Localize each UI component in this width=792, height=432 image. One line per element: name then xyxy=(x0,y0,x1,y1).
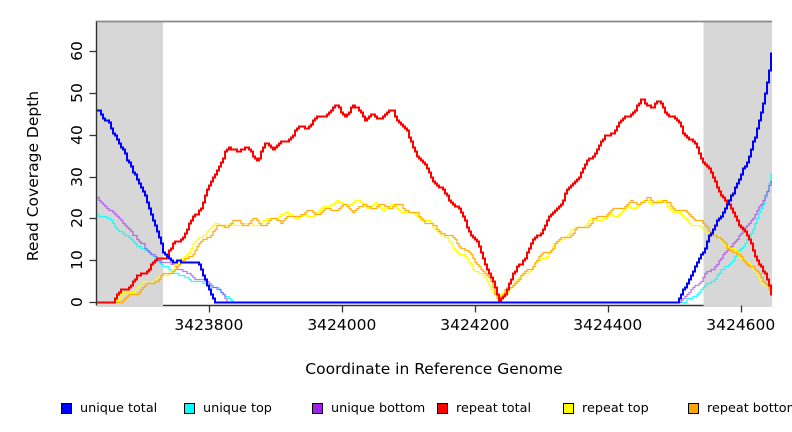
legend-label: unique total xyxy=(80,400,158,416)
y-tick-label: 0 xyxy=(68,297,86,307)
legend-label: repeat total xyxy=(456,400,532,416)
y-axis-title: Read Coverage Depth xyxy=(24,90,42,262)
series-line-repeat-bottom xyxy=(97,196,772,304)
legend-item-unique-total: unique total xyxy=(61,399,157,417)
x-tick-label: 3424600 xyxy=(706,316,776,334)
y-tick-label: 20 xyxy=(68,208,86,229)
x-tick-label: 3424200 xyxy=(440,316,510,334)
y-tick-label: 10 xyxy=(68,250,86,271)
x-tick-label: 3424400 xyxy=(573,316,643,334)
x-tick-label: 3424000 xyxy=(307,316,377,334)
legend-item-repeat-top: repeat top xyxy=(563,399,649,417)
y-tick-label: 40 xyxy=(68,124,86,145)
legend-item-repeat-total: repeat total xyxy=(437,399,531,417)
legend-swatch-repeat-top xyxy=(563,402,574,414)
legend-swatch-unique-top xyxy=(184,402,195,414)
y-tick-label: 30 xyxy=(68,166,86,187)
y-tick-label: 60 xyxy=(68,41,86,61)
series-line-repeat-total xyxy=(97,98,772,304)
series-line-unique-bottom xyxy=(97,180,772,304)
y-tick-label: 50 xyxy=(68,82,86,103)
series-line-unique-total xyxy=(97,52,772,304)
series-line-repeat-top xyxy=(97,199,772,304)
legend-item-unique-top: unique top xyxy=(184,399,272,417)
shaded-region-1 xyxy=(96,21,163,307)
legend-label: repeat top xyxy=(582,400,649,416)
x-axis-title: Coordinate in Reference Genome xyxy=(305,360,563,378)
legend-label: repeat bottom xyxy=(707,400,792,416)
legend-swatch-unique-bottom xyxy=(312,402,323,414)
x-tick-label: 3423800 xyxy=(174,316,244,334)
legend-item-unique-bottom: unique bottom xyxy=(312,399,425,417)
legend-label: unique top xyxy=(203,400,272,416)
shaded-region-2 xyxy=(703,21,772,307)
legend-label: unique bottom xyxy=(331,400,426,416)
series-line-unique-top xyxy=(97,173,772,304)
legend-swatch-repeat-bottom xyxy=(688,402,699,414)
legend-swatch-unique-total xyxy=(61,402,72,414)
legend-item-repeat-bottom: repeat bottom xyxy=(688,399,792,417)
legend-swatch-repeat-total xyxy=(437,402,448,414)
